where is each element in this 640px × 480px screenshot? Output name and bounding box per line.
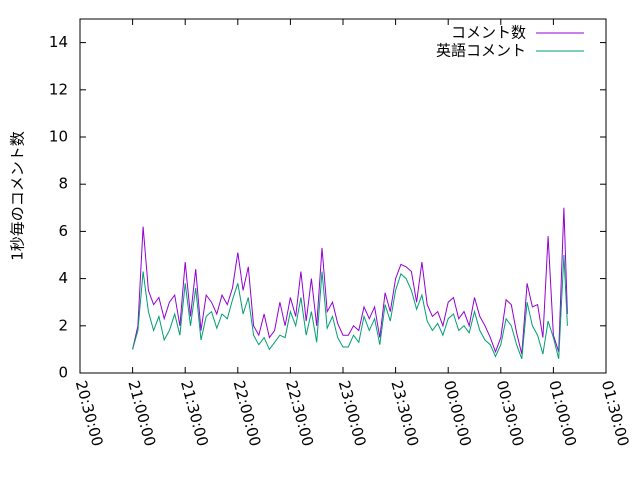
y-tick-label: 2: [58, 316, 68, 334]
series-line: [132, 254, 568, 359]
y-tick-label: 12: [49, 80, 68, 98]
x-tick-label: 22:00:00: [230, 379, 265, 449]
x-tick-label: 23:30:00: [387, 379, 422, 449]
x-tick-label: 00:00:00: [440, 379, 475, 449]
x-tick-label: 00:30:00: [493, 379, 528, 449]
y-tick-label: 0: [58, 364, 68, 382]
y-axis-label: 1秒毎のコメント数: [9, 131, 27, 261]
y-tick-label: 14: [49, 33, 68, 51]
plot-frame: [79, 18, 607, 374]
y-tick-label: 10: [49, 128, 68, 146]
y-tick-label: 6: [58, 222, 68, 240]
legend-label: コメント数: [451, 24, 526, 42]
legend-label: 英語コメント: [436, 42, 526, 60]
x-tick-label: 01:00:00: [545, 379, 580, 449]
x-tick-label: 20:30:00: [72, 379, 107, 449]
x-tick-label: 23:00:00: [335, 379, 370, 449]
y-tick-label: 8: [58, 175, 68, 193]
y-tick-label: 4: [58, 269, 68, 287]
series-line: [132, 207, 568, 355]
x-tick-label: 01:30:00: [598, 379, 633, 449]
x-tick-label: 22:30:00: [282, 379, 317, 449]
x-tick-label: 21:30:00: [177, 379, 212, 449]
x-tick-label: 21:00:00: [124, 379, 159, 449]
